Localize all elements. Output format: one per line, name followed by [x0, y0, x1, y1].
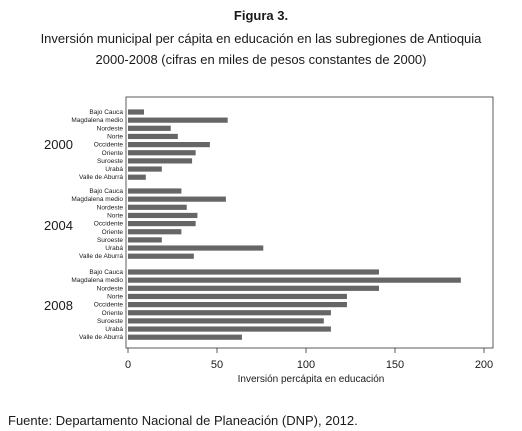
x-tick-label-200: 200	[475, 359, 493, 371]
bar-2008-3	[128, 293, 347, 300]
bar-2008-1	[128, 277, 461, 283]
group-label-2000: 2000	[44, 137, 73, 152]
category-label: Suroeste	[97, 237, 123, 244]
category-label: Nordeste	[97, 125, 124, 132]
source-note: Fuente: Departamento Nacional de Planeac…	[8, 413, 358, 428]
group-labels-layer: 2000 2004 2008	[44, 137, 73, 313]
category-label: Valle de Aburrá	[79, 253, 123, 260]
category-label: Magdalena medio	[71, 196, 123, 203]
category-label: Oriente	[102, 310, 124, 317]
figure-title: Inversión municipal per cápita en educac…	[0, 28, 522, 70]
x-tick-label-0: 0	[125, 359, 131, 371]
bar-2008-7	[128, 326, 331, 332]
category-label: Norte	[107, 212, 123, 219]
category-label: Norte	[107, 133, 123, 140]
category-label: Occidente	[94, 302, 124, 309]
bar-2004-3	[128, 212, 198, 219]
category-label: Nordeste	[97, 285, 124, 292]
bar-2008-0	[128, 269, 379, 275]
bar-2000-6	[128, 158, 193, 164]
bar-2000-7	[128, 166, 162, 172]
category-label: Bajo Cauca	[89, 188, 123, 195]
bar-2008-8	[128, 334, 242, 340]
category-label: Valle de Aburrá	[79, 174, 123, 181]
category-label: Norte	[107, 293, 123, 300]
category-label: Oriente	[102, 229, 124, 236]
category-label: Magdalena medio	[71, 277, 123, 284]
bar-2000-3	[128, 133, 178, 140]
bar-2004-7	[128, 245, 264, 251]
category-label: Oriente	[102, 150, 124, 157]
x-axis: 0 50 100 150 200	[125, 348, 493, 371]
x-tick-label-100: 100	[297, 359, 315, 371]
bar-2004-5	[128, 229, 182, 235]
bar-2000-4	[128, 142, 210, 148]
bar-2004-4	[128, 221, 196, 227]
bar-2004-2	[128, 204, 187, 210]
x-axis-label: Inversión percápita en educación	[238, 374, 385, 385]
category-label: Urabá	[105, 166, 123, 173]
bar-2008-4	[128, 302, 347, 308]
bar-2000-8	[128, 174, 146, 180]
plot-frame	[125, 96, 494, 349]
category-label: Urabá	[105, 245, 123, 252]
category-label: Suroeste	[97, 158, 123, 165]
x-tick-label-50: 50	[211, 359, 223, 371]
category-label: Magdalena medio	[71, 117, 123, 124]
category-label: Occidente	[94, 142, 124, 149]
category-label: Nordeste	[97, 204, 124, 211]
group-label-2008: 2008	[44, 298, 73, 313]
bar-2008-6	[128, 318, 324, 324]
category-label: Bajo Cauca	[89, 109, 123, 116]
bar-2004-1	[128, 196, 226, 202]
group-label-2004: 2004	[44, 218, 73, 233]
bar-2004-8	[128, 253, 194, 259]
category-label: Bajo Cauca	[89, 269, 123, 276]
bar-2000-5	[128, 150, 196, 156]
bar-2004-6	[128, 237, 162, 243]
bar-2000-1	[128, 117, 228, 123]
bar-2000-2	[128, 125, 171, 131]
x-tick-label-150: 150	[386, 359, 404, 371]
category-label: Occidente	[94, 221, 124, 228]
category-label: Suroeste	[97, 318, 123, 325]
category-label: Valle de Aburrá	[79, 334, 123, 341]
title-line-2: 2000-2008 (cifras en miles de pesos cons…	[95, 52, 427, 67]
figure-label: Figura 3.	[233, 8, 289, 23]
bar-2008-5	[128, 310, 331, 316]
title-line-1: Inversión municipal per cápita en educac…	[40, 31, 482, 46]
bars-layer	[128, 109, 461, 340]
bar-2000-0	[128, 109, 145, 115]
bar-2008-2	[128, 285, 379, 291]
bar-2004-0	[128, 188, 182, 194]
category-label: Urabá	[105, 326, 123, 333]
